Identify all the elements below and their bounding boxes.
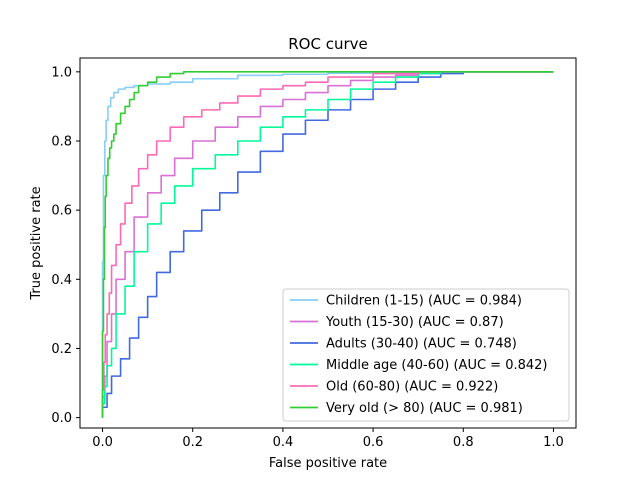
legend-entry-2: Adults (30-40) (AUC = 0.748)	[326, 337, 517, 352]
x-axis-ticks: 0.0 0.2 0.4 0.6 0.8 1.0	[92, 428, 564, 450]
chart-title: ROC curve	[288, 35, 368, 53]
x-axis-title: False positive rate	[269, 456, 387, 471]
x-tick-label: 0.0	[92, 435, 113, 450]
series-line-1	[101, 71, 554, 418]
y-tick-label: 0.8	[51, 134, 72, 149]
x-tick-label: 0.6	[363, 435, 384, 450]
legend-items: Children (1-15) (AUC = 0.984) Youth (15-3…	[290, 294, 547, 416]
x-tick-label: 0.8	[453, 435, 474, 450]
series-line-4	[101, 71, 554, 418]
y-tick-label: 0.4	[51, 273, 72, 288]
x-tick-label: 1.0	[543, 435, 564, 450]
legend-entry-5: Very old (> 80) (AUC = 0.981)	[326, 401, 523, 416]
legend-entry-4: Old (60-80) (AUC = 0.922)	[326, 380, 498, 395]
series-line-5	[101, 71, 554, 418]
legend-entry-1: Youth (15-30) (AUC = 0.87)	[325, 315, 504, 330]
x-tick-label: 0.4	[273, 435, 294, 450]
y-tick-label: 0.2	[51, 342, 72, 357]
y-tick-label: 1.0	[51, 65, 72, 80]
series-layer	[101, 71, 554, 418]
series-line-2	[101, 71, 554, 418]
series-line-0	[101, 71, 554, 418]
y-axis-ticks: 0.0 0.2 0.4 0.6 0.8 1.0	[51, 65, 80, 426]
y-tick-label: 0.0	[51, 411, 72, 426]
legend-frame	[282, 288, 570, 422]
series-line-3	[101, 71, 554, 418]
x-tick-label: 0.2	[182, 435, 203, 450]
y-axis-title: True positive rate	[29, 186, 44, 300]
legend-entry-0: Children (1-15) (AUC = 0.984)	[326, 294, 522, 309]
legend: Children (1-15) (AUC = 0.984) Youth (15-3…	[282, 288, 570, 422]
y-tick-label: 0.6	[51, 204, 72, 219]
legend-entry-3: Middle age (40-60) (AUC = 0.842)	[326, 358, 547, 373]
